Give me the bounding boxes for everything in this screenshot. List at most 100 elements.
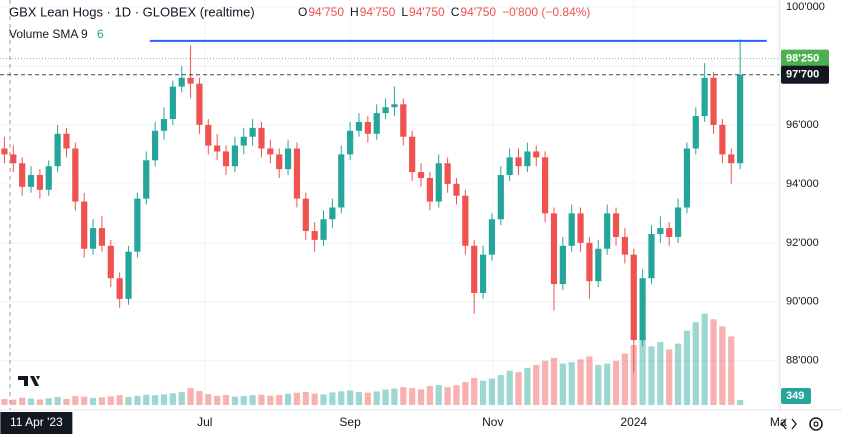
price-label: 97'700 (786, 69, 819, 81)
candle-body (1, 148, 8, 155)
y-tick-label: 94'000 (786, 178, 819, 190)
volume-legend-name: Volume SMA 9 (9, 27, 88, 41)
volume-bar (107, 396, 114, 405)
candle-body (373, 113, 380, 134)
candle-body (311, 231, 318, 240)
candle-body (444, 163, 451, 184)
volume-bar (444, 387, 451, 405)
volume-bar (89, 397, 97, 405)
volume-bar (187, 387, 194, 405)
candle-body (107, 245, 114, 279)
volume-bar (657, 342, 664, 405)
ohlc-key: O (298, 5, 307, 19)
volume-bar (391, 388, 398, 405)
candle-body (479, 254, 487, 293)
volume-bar (355, 392, 363, 405)
volume-bar (683, 330, 691, 405)
change-label: −0'800 (−0.84%) (502, 5, 590, 19)
volume-bar (471, 377, 478, 405)
candle-body (160, 119, 168, 131)
candle-body (54, 133, 61, 167)
candle-body (497, 175, 504, 220)
volume-bar (426, 386, 433, 405)
volume-bar (542, 360, 549, 405)
candle-body (72, 148, 79, 202)
candle-body (63, 133, 70, 149)
volume-bar (409, 388, 416, 405)
volume-bar (98, 397, 106, 405)
volume-label-bg (781, 388, 811, 405)
candle-body (515, 157, 522, 167)
candle-body (364, 121, 371, 134)
volume-bar (435, 385, 442, 405)
candle-body (293, 148, 301, 199)
volume-bar (152, 395, 159, 405)
ohlc-key: C (451, 5, 460, 19)
volume-bar (364, 392, 371, 405)
volume-bar (329, 392, 336, 405)
candle-body (240, 136, 247, 146)
volume-bar (81, 396, 88, 405)
candle-body (728, 154, 735, 164)
volume-bar (116, 395, 123, 405)
volume-bar (417, 389, 425, 405)
volume-bar (692, 322, 699, 405)
y-tick-label: 96'000 (786, 119, 819, 131)
volume-bar (63, 398, 70, 405)
ohlc-legend: O 94'750 H 94'750 L 94'750 C 94'750 −0'800 (−0.8… (298, 5, 590, 19)
candle-body (355, 121, 363, 131)
volume-bar (497, 375, 504, 405)
volume-bar (515, 372, 522, 405)
candle-body (231, 145, 238, 167)
volume-bar (222, 395, 230, 405)
volume-bar (240, 396, 247, 405)
volume-bar (701, 313, 708, 405)
y-tick-label: 92'000 (786, 237, 819, 249)
volume-bar (382, 389, 389, 405)
x-tick-label: 2024 (620, 415, 647, 429)
candle-body (488, 219, 496, 255)
volume-bar (559, 363, 566, 405)
scroll-icon[interactable] (781, 418, 797, 430)
candle-body (612, 213, 620, 237)
ohlc-key: H (350, 5, 359, 19)
ohlc-value: 94'750 (460, 5, 496, 19)
candle-body (577, 213, 584, 243)
candle-body (453, 183, 460, 196)
chart-title: GBX Lean Hogs · 1D · GLOBEX (realtime) (9, 4, 255, 19)
x-tick-label: Sep (339, 415, 361, 429)
candle-body (417, 172, 425, 178)
volume-bar (267, 395, 274, 405)
ohlc-key: L (401, 5, 408, 19)
volume-bar (125, 397, 132, 405)
volume-bar (533, 365, 540, 405)
volume-bar (293, 392, 301, 405)
candle-body (595, 248, 602, 282)
tv-logo (18, 376, 40, 386)
y-tick-label: 88'000 (786, 355, 819, 367)
candle-body (568, 213, 575, 246)
volume-bar (568, 362, 575, 405)
volume-bar (27, 398, 35, 405)
x-tick-label: Jul (197, 415, 212, 429)
volume-bar (639, 339, 646, 405)
candle-body (550, 213, 558, 285)
candle-body (630, 254, 637, 341)
price-label-bg (781, 65, 829, 84)
price-label: 98'250 (786, 52, 819, 64)
volume-bar (72, 396, 79, 405)
ohlc-value: 94'750 (360, 5, 396, 19)
volume-bar (479, 380, 487, 405)
candle-body (45, 166, 52, 190)
settings-icon[interactable] (809, 417, 823, 431)
crosshair-label-bg (0, 412, 73, 434)
candle-body (621, 236, 628, 255)
candle-body (462, 195, 469, 246)
candle-body (692, 116, 699, 149)
candle-body (98, 228, 106, 246)
volume-bar (621, 353, 628, 405)
candle-body (604, 213, 611, 249)
candle-body (19, 163, 26, 187)
candle-body (267, 148, 274, 155)
